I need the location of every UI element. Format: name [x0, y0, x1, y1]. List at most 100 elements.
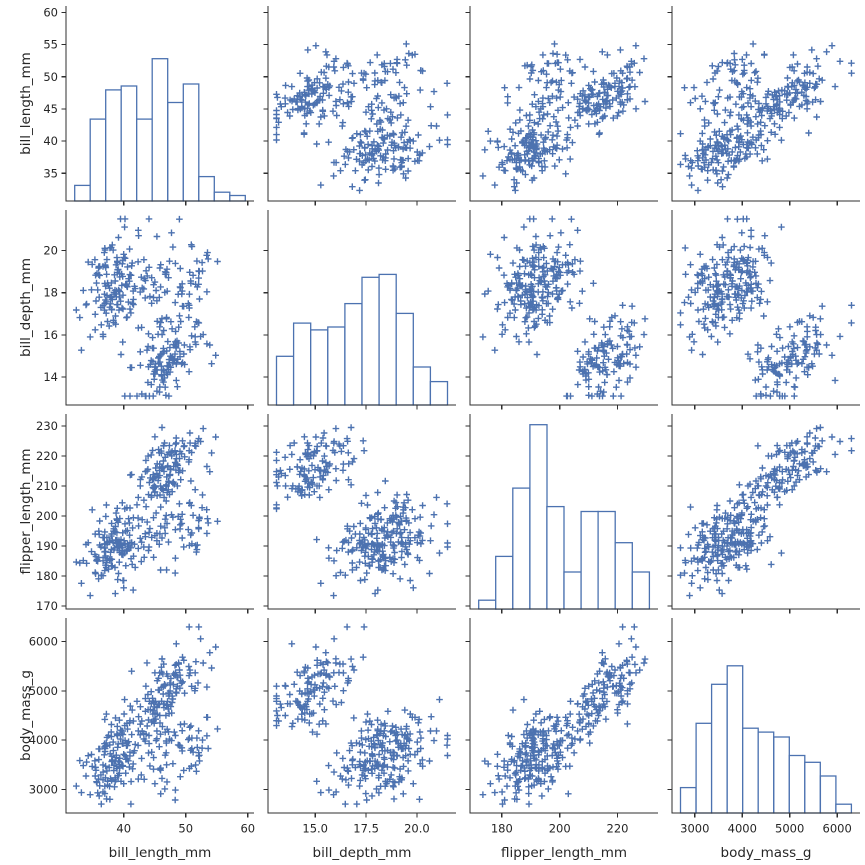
hist-bar — [412, 366, 432, 406]
x-tick-label: 220 — [607, 822, 629, 836]
hist-bar — [631, 571, 651, 610]
tick-marks — [263, 425, 418, 614]
hist-bar — [529, 424, 548, 610]
axes-spines — [671, 6, 860, 202]
hist-bar — [310, 329, 329, 406]
hist-bar — [213, 191, 231, 202]
hist-bar — [74, 184, 91, 202]
hist-bar — [788, 754, 806, 814]
y-tick-label: 200 — [36, 509, 58, 523]
scatter-points — [273, 424, 451, 599]
panel-bill_length_mm-vs-bill_length_mm: 35 40 45 50 55 60 — [43, 5, 254, 206]
axes-spines — [671, 414, 860, 610]
x-tick-label: 3000 — [680, 822, 709, 836]
y-tick-label: 5000 — [29, 684, 58, 698]
axes-spines — [65, 618, 254, 814]
axes-spines — [267, 618, 456, 814]
tick-marks — [667, 249, 838, 410]
hist-bar — [804, 761, 821, 814]
tick-marks — [263, 640, 418, 818]
panel-bill_depth_mm-vs-bill_length_mm: 14 16 18 20 — [43, 210, 254, 410]
tick-marks — [667, 11, 838, 206]
y-tick-label: 220 — [36, 449, 58, 463]
hist-bar — [835, 803, 853, 814]
hist-bar — [819, 775, 837, 814]
hist-bar — [563, 571, 582, 610]
y-tick-label: 170 — [36, 599, 58, 613]
tick-marks — [61, 425, 249, 614]
tick-marks — [465, 11, 619, 206]
hist-bar — [361, 276, 380, 406]
x-axis-label-bill_depth_mm: bill_depth_mm — [313, 845, 412, 861]
y-tick-label: 18 — [43, 286, 58, 300]
axes-spines — [469, 6, 658, 202]
panel-bill_depth_mm-vs-body_mass_g — [667, 210, 860, 410]
hist-bar — [136, 118, 153, 202]
x-tick-label: 180 — [491, 822, 513, 836]
hist-bar — [773, 736, 790, 814]
y-tick-label: 4000 — [29, 733, 58, 747]
tick-marks — [667, 425, 838, 614]
scatter-points — [677, 424, 855, 599]
x-tick-label: 40 — [116, 822, 131, 836]
scatter-points — [73, 215, 221, 400]
tick-marks — [263, 11, 418, 206]
tick-marks — [465, 249, 619, 410]
panel-flipper_length_mm-vs-bill_depth_mm — [263, 414, 456, 614]
axes-spines — [469, 210, 658, 406]
y-tick-label: 210 — [36, 479, 58, 493]
panel-body_mass_g-vs-body_mass_g: 3000 4000 5000 6000 — [667, 618, 860, 836]
hist-bar — [695, 722, 713, 814]
tick-marks — [61, 11, 249, 206]
tick-marks — [61, 249, 249, 410]
y-axis-label-bill_length_mm: bill_length_mm — [18, 52, 34, 155]
axes-spines — [65, 210, 254, 406]
y-tick-label: 190 — [36, 539, 58, 553]
hist-bar — [757, 731, 775, 814]
axes-spines — [267, 6, 456, 202]
scatter-points — [479, 215, 649, 400]
x-tick-label: 4000 — [728, 822, 757, 836]
x-tick-label: 200 — [549, 822, 571, 836]
panel-bill_length_mm-vs-bill_depth_mm — [263, 6, 456, 206]
scatter-points — [677, 40, 855, 194]
hist-bar — [478, 599, 497, 610]
tick-marks — [465, 425, 619, 614]
hist-bar — [726, 665, 744, 814]
hist-bar — [229, 194, 246, 202]
hist-bar — [512, 487, 531, 610]
axes-spines — [671, 210, 860, 406]
hist-bar — [182, 83, 200, 202]
hist-bar — [710, 683, 728, 814]
y-tick-label: 40 — [43, 134, 58, 148]
x-axis-label-flipper_length_mm: flipper_length_mm — [501, 845, 627, 861]
scatter-points — [73, 623, 221, 808]
hist-bar — [679, 786, 697, 814]
scatter-points — [677, 215, 855, 400]
hist-bar — [495, 555, 514, 610]
y-tick-label: 230 — [36, 419, 58, 433]
y-axis-label-body_mass_g: body_mass_g — [18, 670, 34, 761]
panel-flipper_length_mm-vs-body_mass_g — [667, 414, 860, 614]
hist-bar — [742, 727, 759, 814]
x-axis-label-bill_length_mm: bill_length_mm — [109, 845, 212, 861]
y-tick-label: 14 — [43, 370, 58, 384]
y-tick-label: 3000 — [29, 782, 58, 796]
x-axis-label-body_mass_g: body_mass_g — [721, 845, 812, 861]
hist-bar — [275, 355, 295, 406]
hist-bar — [89, 118, 107, 202]
scatter-points — [73, 424, 221, 599]
hist-bar — [429, 380, 449, 406]
axes-spines — [65, 6, 254, 202]
x-tick-label: 50 — [178, 822, 193, 836]
histogram-bill_length_mm — [74, 58, 246, 202]
axes-spines — [469, 414, 658, 610]
hist-bar — [120, 85, 138, 202]
axes-spines — [671, 618, 860, 814]
x-tick-label: 20.0 — [404, 822, 430, 836]
x-tick-label: 6000 — [823, 822, 852, 836]
panel-flipper_length_mm-vs-bill_length_mm: 170 180 190 200 210 220 230 — [36, 414, 254, 614]
tick-marks — [263, 249, 418, 410]
